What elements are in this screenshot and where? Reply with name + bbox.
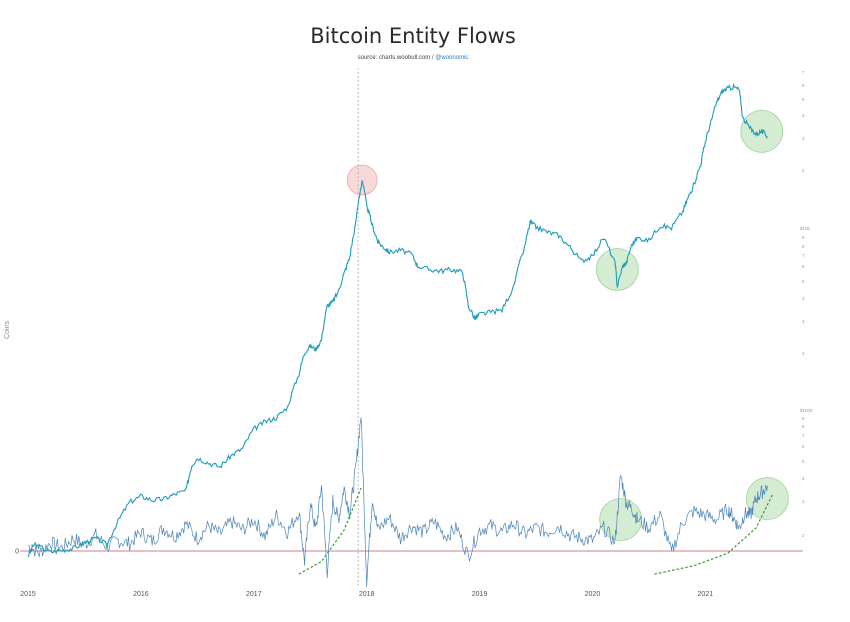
right-axis-tick: 2 <box>802 168 805 173</box>
axes: 2015 2016 2017 2018 2019 2020 2021 0 $10k $1000 7 6… <box>15 70 813 598</box>
right-axis-tick: 4 <box>802 113 805 118</box>
right-axis-flow-label: $1000 <box>800 408 813 413</box>
flow-series <box>27 417 768 587</box>
right-axis-tick: 3 <box>802 319 805 324</box>
right-axis-tick: 2 <box>802 351 805 356</box>
source-handle-link[interactable]: @woonomic <box>435 55 469 61</box>
right-axis-tick: 6 <box>802 264 805 269</box>
x-tick-label: 2018 <box>359 591 375 598</box>
right-axis-tick: 6 <box>802 83 805 88</box>
right-axis-tick: 5 <box>802 459 805 464</box>
y-axis-label: Coins <box>4 321 11 339</box>
right-axis-tick: 8 <box>802 244 805 249</box>
right-axis-tick: 9 <box>802 235 805 240</box>
x-tick-label: 2019 <box>472 591 488 598</box>
x-tick-label: 2021 <box>698 591 714 598</box>
x-tick-label: 2015 <box>20 591 36 598</box>
right-axis-tick: 7 <box>802 433 805 438</box>
price-line <box>27 82 768 558</box>
highlight-circle-green <box>746 477 789 520</box>
price-series <box>27 82 768 558</box>
source-prefix: source: charts.woobull.com / <box>357 55 436 61</box>
right-axis-tick: 5 <box>802 97 805 102</box>
right-axis-tick: 2 <box>802 533 805 538</box>
x-tick-label: 2016 <box>133 591 149 598</box>
right-axis-tick: 4 <box>802 296 805 301</box>
right-axis-tick: 9 <box>802 416 805 421</box>
highlight-circles <box>346 110 789 541</box>
reference-lines <box>20 68 803 588</box>
right-axis-tick: 8 <box>802 424 805 429</box>
x-tick-label: 2017 <box>246 591 262 598</box>
flow-line <box>27 417 768 587</box>
highlight-circle-red <box>346 164 378 196</box>
zero-tick-label: 0 <box>15 549 19 556</box>
right-axis-price-label: $10k <box>800 226 811 231</box>
right-axis-tick: 3 <box>802 136 805 141</box>
trend-curves <box>298 487 774 575</box>
chart-source: source: charts.woobull.com / @woonomic <box>0 55 826 61</box>
right-axis-tick: 7 <box>802 253 805 258</box>
x-tick-label: 2020 <box>585 591 601 598</box>
right-axis-tick: 3 <box>802 499 805 504</box>
trend-curve <box>298 487 362 575</box>
trend-curve <box>654 493 774 575</box>
right-axis-tick: 6 <box>802 444 805 449</box>
right-axis-tick: 5 <box>802 279 805 284</box>
right-axis-tick: 4 <box>802 476 805 481</box>
chart-title: Bitcoin Entity Flows <box>310 24 516 48</box>
right-axis-tick: 7 <box>802 70 805 75</box>
